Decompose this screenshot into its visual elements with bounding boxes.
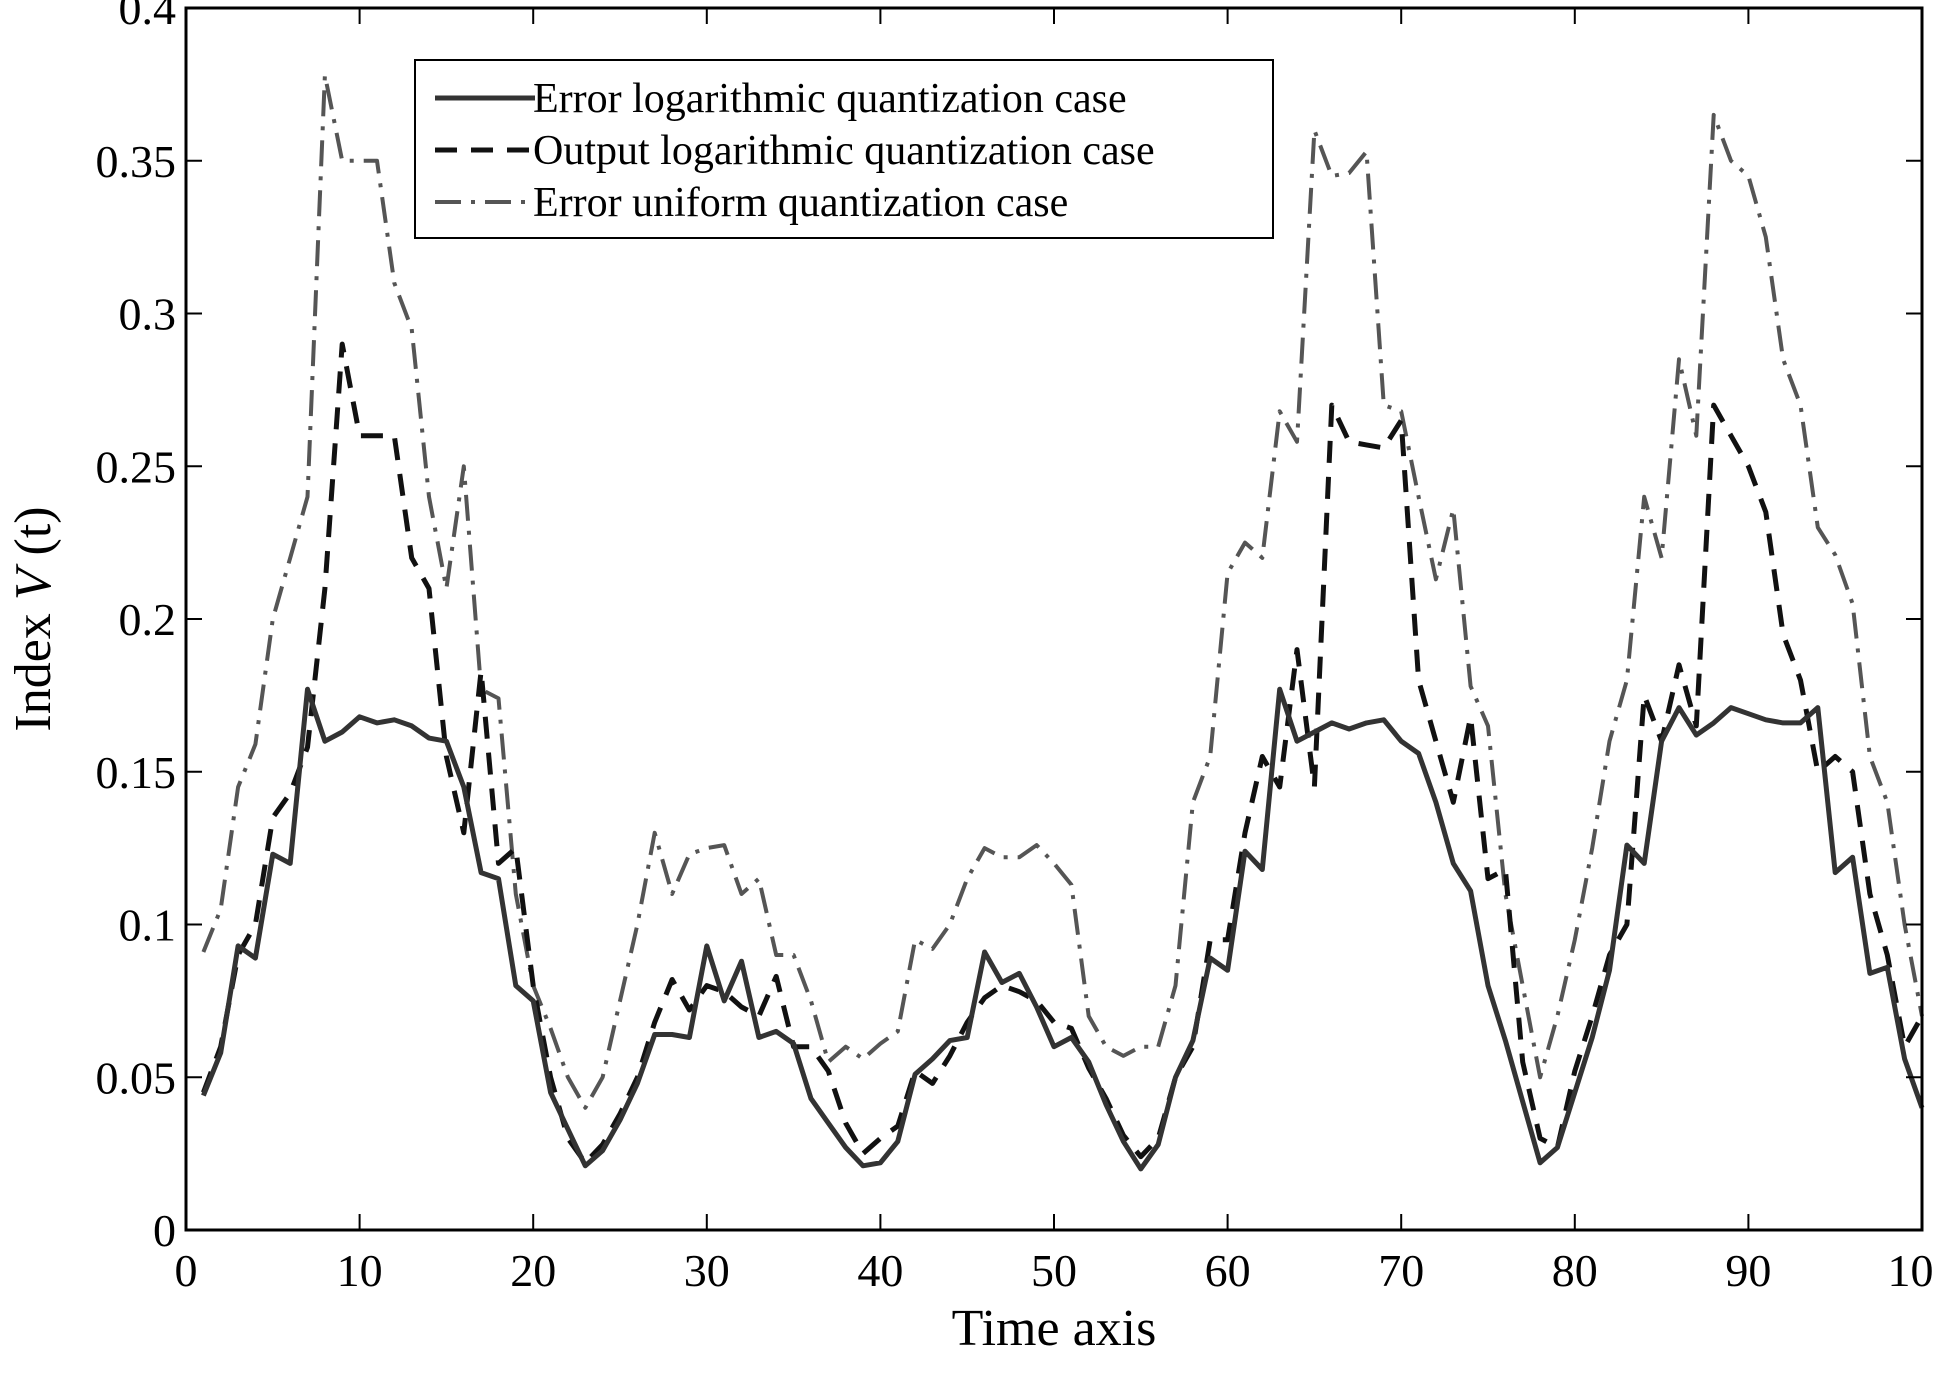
y-axis-title-prefix: Index: [5, 600, 62, 731]
legend-label-3: Error uniform quantization case: [533, 180, 1068, 226]
legend-label-1: Error logarithmic quantization case: [533, 76, 1127, 122]
y-tick-label-2: 0.1: [119, 900, 177, 951]
legend-label-2: Output logarithmic quantization case: [533, 128, 1155, 174]
x-tick-label-8: 80: [1552, 1245, 1598, 1296]
y-tick-label-4: 0.2: [119, 594, 177, 645]
y-tick-label-3: 0.15: [96, 747, 177, 798]
y-axis-title-variable: V: [5, 563, 62, 600]
x-tick-label-7: 70: [1378, 1245, 1424, 1296]
legend: Error logarithmic quantization case Outpu…: [414, 59, 1274, 239]
x-axis-title: Time axis: [952, 1300, 1157, 1357]
x-tick-label-3: 30: [684, 1245, 730, 1296]
y-tick-label-0: 0: [153, 1205, 176, 1256]
y-axis-title: Index V (t): [5, 506, 62, 731]
y-tick-label-7: 0.35: [96, 136, 177, 187]
x-tick-label-5: 50: [1031, 1245, 1077, 1296]
ticks-layer: 0 10 20 30 40 50 60 70 80 90 100 0 0.05 0.1 0.15 0.2 0.2…: [96, 0, 1934, 1296]
y-tick-label-6: 0.3: [119, 289, 177, 340]
y-axis-title-suffix: (t): [5, 506, 62, 568]
series-line-2: [201, 341, 1925, 1166]
series-line-1: [201, 686, 1925, 1172]
x-tick-label-10: 100: [1888, 1245, 1934, 1296]
series-line-3: [201, 73, 1924, 1110]
series-layer: [201, 73, 1925, 1172]
y-tick-label-5: 0.25: [96, 441, 177, 492]
legend-box: [414, 59, 1274, 239]
x-tick-label-1: 10: [337, 1245, 383, 1296]
x-tick-label-2: 20: [510, 1245, 556, 1296]
y-tick-label-8: 0.4: [119, 0, 177, 34]
y-tick-label-1: 0.05: [96, 1052, 177, 1103]
x-tick-label-9: 90: [1725, 1245, 1771, 1296]
x-tick-label-4: 40: [857, 1245, 903, 1296]
x-tick-label-6: 60: [1205, 1245, 1251, 1296]
x-tick-label-0: 0: [175, 1245, 198, 1296]
